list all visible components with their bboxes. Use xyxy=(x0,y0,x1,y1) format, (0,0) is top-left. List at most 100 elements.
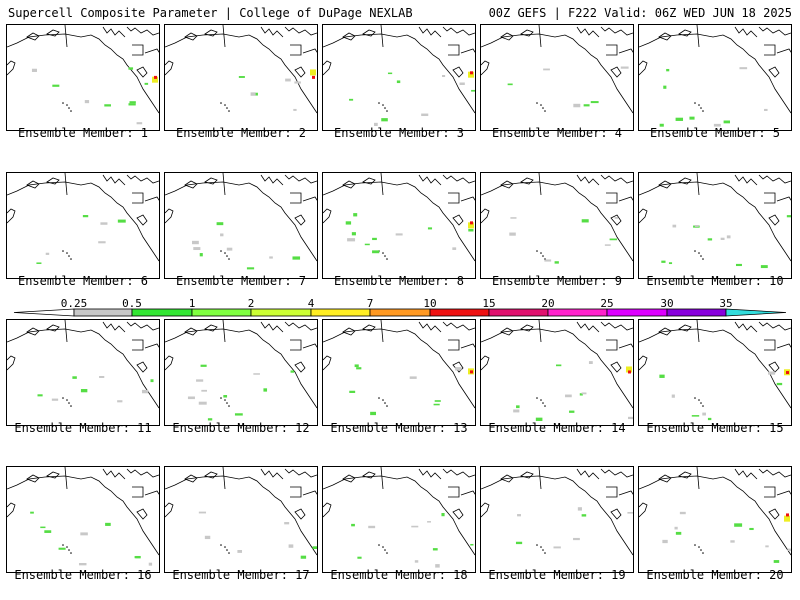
island xyxy=(68,549,70,551)
scp-shading xyxy=(768,371,776,375)
island xyxy=(220,250,222,252)
coastline xyxy=(165,181,317,262)
scp-shading xyxy=(573,103,581,108)
coastline xyxy=(222,173,226,196)
island xyxy=(68,255,70,257)
coastline xyxy=(362,324,376,332)
coastline xyxy=(776,196,791,202)
island xyxy=(698,252,700,254)
coastline xyxy=(600,468,633,478)
coastline xyxy=(600,321,633,331)
scp-shading xyxy=(565,394,572,398)
coastline xyxy=(144,490,159,496)
colorbar-tick-label: 4 xyxy=(307,297,315,310)
coastline xyxy=(481,328,633,409)
map-panel-member-7 xyxy=(164,172,318,279)
coastline xyxy=(481,475,633,556)
coastline xyxy=(576,26,600,38)
colorbar-tick-label: 20 xyxy=(541,297,555,310)
coastline xyxy=(136,508,148,520)
coastline xyxy=(290,339,302,351)
colorbar-tick-label: 0.5 xyxy=(122,297,142,310)
scp-shading xyxy=(713,123,721,127)
coastline xyxy=(500,32,514,41)
coastline xyxy=(520,29,534,37)
scp-shading xyxy=(544,259,552,262)
scp-shading xyxy=(433,403,440,406)
island xyxy=(382,252,384,254)
colorbar-bin xyxy=(131,308,193,317)
member-caption: Ensemble Member: 4 xyxy=(491,126,623,140)
member-caption: Ensemble Member: 19 xyxy=(488,568,626,582)
island xyxy=(542,402,544,404)
coastline xyxy=(204,177,218,185)
coastline xyxy=(260,321,284,333)
coastline xyxy=(362,177,376,185)
scp-shading-max xyxy=(470,221,473,225)
coastline xyxy=(362,471,376,479)
coastline xyxy=(538,320,542,343)
scp-shading xyxy=(588,361,593,364)
coastline xyxy=(481,355,490,371)
map-canvas xyxy=(481,320,633,421)
scp-shading-max xyxy=(470,370,473,374)
coastline xyxy=(639,181,791,262)
coastline xyxy=(658,327,672,336)
coastline xyxy=(764,486,776,498)
island xyxy=(698,104,700,106)
scp-shading xyxy=(294,81,301,84)
island xyxy=(542,107,544,109)
valid-time: 00Z GEFS | F222 Valid: 06Z WED JUN 18 20… xyxy=(488,6,792,20)
scp-shading xyxy=(668,262,673,265)
coastline xyxy=(132,486,144,498)
coastline xyxy=(678,29,692,37)
scp-shading xyxy=(104,104,111,107)
scp-shading xyxy=(372,250,380,254)
scp-shading-max xyxy=(312,75,315,79)
scp-shading xyxy=(661,260,666,263)
island xyxy=(386,110,388,112)
coastline xyxy=(576,468,600,480)
island xyxy=(544,552,546,554)
coastline xyxy=(600,26,633,36)
coastline xyxy=(144,48,159,54)
coastline xyxy=(658,474,672,483)
island xyxy=(228,552,230,554)
scp-shading xyxy=(535,417,543,421)
coastline xyxy=(460,48,475,54)
scp-shading xyxy=(666,68,670,72)
coastline xyxy=(452,66,464,78)
scp-shading xyxy=(694,224,699,227)
scp-shading xyxy=(370,411,377,416)
coastline xyxy=(102,321,126,333)
scp-shading xyxy=(441,513,445,517)
coastline xyxy=(294,361,306,373)
scp-shading xyxy=(786,215,791,218)
coastline xyxy=(606,486,618,498)
member-caption: Ensemble Member: 6 xyxy=(17,274,149,288)
island xyxy=(540,104,542,106)
colorbar-tick-label: 0.25 xyxy=(60,297,88,310)
scp-shading xyxy=(776,382,783,386)
island xyxy=(66,546,68,548)
scp-shading xyxy=(117,400,123,403)
island xyxy=(66,252,68,254)
coastline xyxy=(448,192,460,204)
coastline xyxy=(342,32,356,41)
coastline xyxy=(639,502,648,518)
scp-shading xyxy=(620,66,629,69)
coastline xyxy=(768,66,780,78)
scp-shading xyxy=(30,511,34,514)
scp-shading xyxy=(58,547,66,550)
coastline xyxy=(260,468,284,480)
coastline xyxy=(46,324,60,332)
coastline xyxy=(606,339,618,351)
coastline xyxy=(136,361,148,373)
scp-shading xyxy=(432,548,438,551)
coastline xyxy=(26,327,40,336)
scp-shading xyxy=(659,123,664,127)
scp-shading xyxy=(409,376,417,379)
scp-shading xyxy=(98,241,106,244)
coastline xyxy=(302,343,317,349)
scp-shading xyxy=(44,530,52,533)
